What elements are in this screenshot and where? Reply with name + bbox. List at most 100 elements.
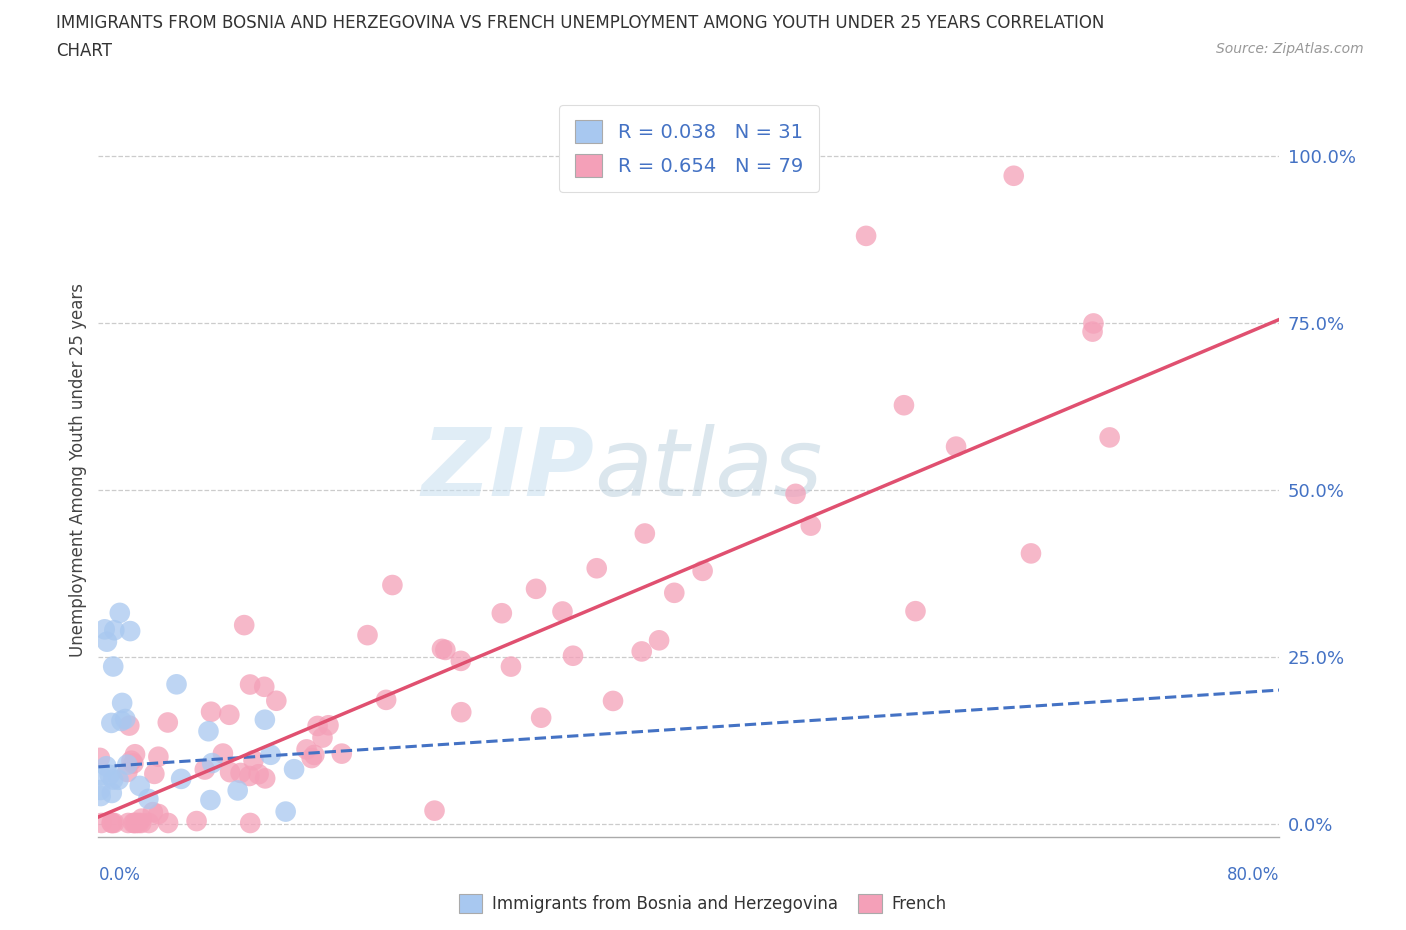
Point	[945, 439, 967, 454]
Point	[295, 742, 318, 757]
Point	[124, 747, 146, 762]
Point	[100, 816, 122, 830]
Point	[128, 778, 150, 793]
Point	[194, 762, 217, 777]
Point	[330, 746, 353, 761]
Point	[562, 648, 585, 663]
Point	[229, 765, 252, 780]
Point	[103, 659, 125, 674]
Legend: R = 0.038   N = 31, R = 0.654   N = 79: R = 0.038 N = 31, R = 0.654 N = 79	[560, 105, 818, 193]
Point	[166, 677, 188, 692]
Point	[239, 677, 262, 692]
Point	[318, 718, 340, 733]
Point	[893, 398, 915, 413]
Point	[186, 814, 208, 829]
Point	[110, 713, 132, 728]
Point	[122, 756, 145, 771]
Point	[904, 604, 927, 618]
Point	[634, 526, 657, 541]
Point	[307, 719, 329, 734]
Point	[148, 750, 170, 764]
Point	[108, 605, 131, 620]
Point	[156, 715, 179, 730]
Point	[226, 783, 249, 798]
Point	[274, 804, 297, 819]
Point	[551, 604, 574, 619]
Point	[128, 816, 150, 830]
Point	[855, 229, 877, 244]
Point	[100, 786, 122, 801]
Point	[107, 772, 129, 787]
Point	[103, 623, 125, 638]
Point	[648, 633, 671, 648]
Point	[301, 751, 323, 765]
Point	[90, 816, 112, 830]
Point	[304, 748, 326, 763]
Point	[434, 643, 457, 658]
Point	[114, 711, 136, 726]
Point	[218, 708, 240, 723]
Point	[430, 642, 453, 657]
Point	[1002, 168, 1025, 183]
Point	[1081, 325, 1104, 339]
Point	[157, 816, 180, 830]
Y-axis label: Unemployment Among Youth under 25 years: Unemployment Among Youth under 25 years	[69, 283, 87, 657]
Point	[118, 718, 141, 733]
Point	[800, 518, 823, 533]
Point	[143, 766, 166, 781]
Point	[200, 792, 222, 807]
Point	[1019, 546, 1042, 561]
Legend: Immigrants from Bosnia and Herzegovina, French: Immigrants from Bosnia and Herzegovina, …	[451, 885, 955, 922]
Point	[491, 605, 513, 620]
Text: Source: ZipAtlas.com: Source: ZipAtlas.com	[1216, 42, 1364, 56]
Point	[93, 622, 115, 637]
Point	[233, 618, 256, 632]
Point	[283, 762, 305, 777]
Text: IMMIGRANTS FROM BOSNIA AND HERZEGOVINA VS FRENCH UNEMPLOYMENT AMONG YOUTH UNDER : IMMIGRANTS FROM BOSNIA AND HERZEGOVINA V…	[56, 14, 1105, 32]
Text: CHART: CHART	[56, 42, 112, 60]
Point	[524, 581, 547, 596]
Point	[200, 704, 222, 719]
Point	[124, 816, 146, 830]
Point	[212, 746, 235, 761]
Point	[311, 730, 333, 745]
Point	[122, 816, 145, 830]
Point	[242, 753, 264, 768]
Point	[148, 806, 170, 821]
Text: 0.0%: 0.0%	[98, 867, 141, 884]
Point	[238, 768, 260, 783]
Point	[120, 624, 142, 639]
Point	[630, 644, 652, 658]
Point	[254, 771, 277, 786]
Text: 80.0%: 80.0%	[1227, 867, 1279, 884]
Point	[117, 757, 139, 772]
Point	[499, 659, 522, 674]
Point	[423, 804, 446, 818]
Point	[381, 578, 404, 592]
Point	[585, 561, 607, 576]
Point	[90, 789, 112, 804]
Point	[120, 753, 142, 768]
Point	[96, 759, 118, 774]
Point	[117, 816, 139, 830]
Point	[100, 715, 122, 730]
Point	[253, 712, 276, 727]
Point	[1083, 316, 1105, 331]
Point	[170, 771, 193, 786]
Point	[197, 724, 219, 738]
Point	[259, 748, 281, 763]
Point	[530, 711, 553, 725]
Point	[219, 764, 242, 779]
Point	[90, 768, 112, 783]
Point	[103, 816, 125, 830]
Point	[96, 634, 118, 649]
Point	[101, 816, 124, 830]
Point	[253, 680, 276, 695]
Point	[375, 693, 398, 708]
Point	[138, 791, 160, 806]
Point	[129, 816, 152, 830]
Point	[785, 486, 807, 501]
Point	[1098, 430, 1121, 445]
Point	[266, 694, 288, 709]
Point	[138, 816, 160, 830]
